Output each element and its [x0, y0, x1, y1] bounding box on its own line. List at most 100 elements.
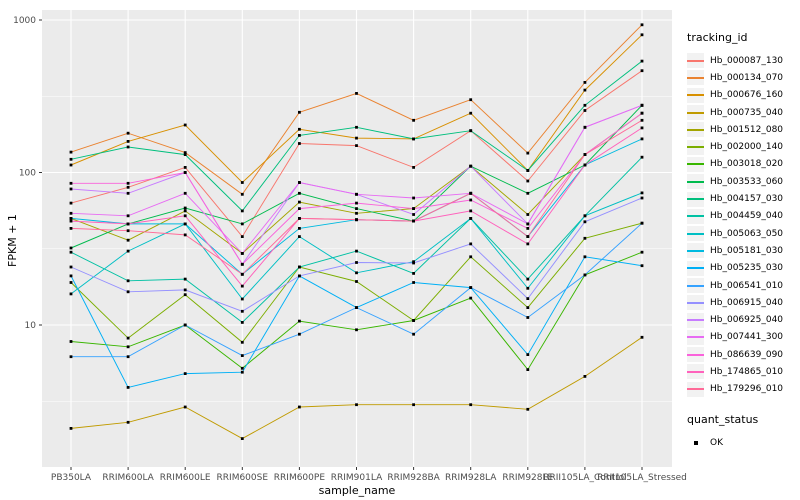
data-point: [126, 345, 130, 349]
legend-key-line: [687, 215, 704, 218]
data-point: [183, 233, 187, 237]
data-point: [640, 126, 644, 130]
data-point: [583, 125, 587, 129]
legend-label: Hb_005235_030: [710, 263, 784, 274]
data-point: [469, 198, 473, 202]
data-point: [69, 150, 73, 154]
legend-item-Hb_001512_080: Hb_001512_080: [687, 121, 799, 138]
legend-item-Hb_086639_090: Hb_086639_090: [687, 346, 799, 363]
data-point: [240, 222, 244, 226]
data-point: [640, 33, 644, 37]
data-point: [526, 179, 530, 183]
data-point: [355, 92, 358, 95]
y-tick-label: 10: [25, 321, 37, 331]
data-point: [183, 323, 187, 327]
data-point: [355, 280, 358, 283]
data-point: [240, 321, 244, 324]
data-point: [355, 306, 358, 309]
data-point: [298, 274, 301, 278]
legend-key-swatch: [687, 381, 704, 397]
legend-item-Hb_004157_030: Hb_004157_030: [687, 190, 799, 207]
data-point: [469, 296, 473, 300]
data-point: [69, 217, 73, 220]
data-point: [640, 137, 644, 141]
data-point: [640, 221, 644, 225]
legend-label: Hb_179296_010: [710, 384, 784, 395]
data-point: [355, 144, 358, 147]
legend-label: Hb_000087_130: [710, 55, 784, 66]
legend-key-line: [687, 146, 704, 149]
data-point: [69, 274, 73, 278]
data-point: [412, 166, 415, 169]
data-point: [240, 366, 244, 370]
legend-key-line: [687, 76, 704, 79]
data-point: [240, 262, 244, 266]
legend-label: Hb_000676_160: [710, 90, 784, 101]
legend-item-Hb_007441_300: Hb_007441_300: [687, 329, 799, 346]
legend: tracking_id Hb_000087_130 Hb_000134_070 Hb…: [687, 31, 799, 451]
legend-title-quant-status: quant_status: [687, 412, 759, 426]
data-point: [355, 261, 358, 264]
data-point: [469, 209, 473, 213]
data-point: [526, 191, 530, 195]
data-point: [412, 207, 415, 210]
data-point: [355, 328, 358, 332]
data-point: [126, 229, 130, 233]
data-point: [412, 281, 415, 284]
legend-key-swatch: [687, 226, 704, 242]
legend-key-line: [687, 301, 704, 304]
data-point: [183, 372, 187, 375]
data-point: [183, 171, 187, 174]
x-tick-label: RRIM928LE: [502, 473, 553, 483]
data-point: [526, 297, 530, 300]
data-point: [126, 185, 130, 189]
data-point: [640, 155, 644, 159]
data-point: [240, 272, 244, 276]
data-point: [183, 151, 187, 154]
data-point: [298, 191, 301, 195]
legend-key-line: [687, 336, 704, 339]
data-point: [640, 335, 644, 339]
legend-key-swatch: [687, 295, 704, 311]
legend-label: Hb_174865_010: [710, 366, 784, 377]
data-point: [583, 220, 587, 224]
data-point: [412, 213, 415, 216]
x-tick-label: RRII105LA_Stressed: [597, 473, 687, 483]
data-point: [126, 131, 130, 135]
legend-item-Hb_006915_040: Hb_006915_040: [687, 294, 799, 311]
x-tick-label: RRIM600PE: [274, 473, 326, 483]
legend-key-line: [687, 319, 704, 322]
legend-key-swatch: [687, 70, 704, 86]
data-point: [183, 222, 187, 226]
data-point: [240, 181, 244, 184]
data-point: [355, 271, 358, 275]
data-point: [526, 235, 530, 238]
legend-key-line: [687, 284, 704, 287]
data-point: [298, 265, 301, 269]
data-point: [355, 211, 358, 215]
data-point: [640, 196, 644, 200]
data-point: [355, 403, 358, 407]
data-point: [355, 201, 358, 205]
data-point: [640, 23, 644, 27]
data-point: [412, 219, 415, 223]
x-tick-label: RRIM600LE: [160, 473, 211, 483]
legend-item-Hb_005235_030: Hb_005235_030: [687, 260, 799, 277]
legend-label: Hb_003018_020: [710, 159, 784, 170]
data-point: [69, 292, 73, 296]
legend-item-Hb_005063_050: Hb_005063_050: [687, 225, 799, 242]
data-point: [640, 59, 644, 63]
legend-label: Hb_006915_040: [710, 297, 784, 308]
data-point: [526, 353, 530, 356]
data-point: [469, 111, 473, 115]
data-point: [183, 166, 187, 169]
data-point: [126, 191, 130, 195]
data-point: [412, 319, 415, 322]
data-point: [240, 340, 244, 344]
data-point: [126, 145, 130, 149]
x-tick-label: RRIM600SE: [217, 473, 269, 483]
legend-key-line: [687, 111, 704, 114]
legend-key-swatch: [687, 156, 704, 172]
legend-item-Hb_005181_030: Hb_005181_030: [687, 242, 799, 259]
